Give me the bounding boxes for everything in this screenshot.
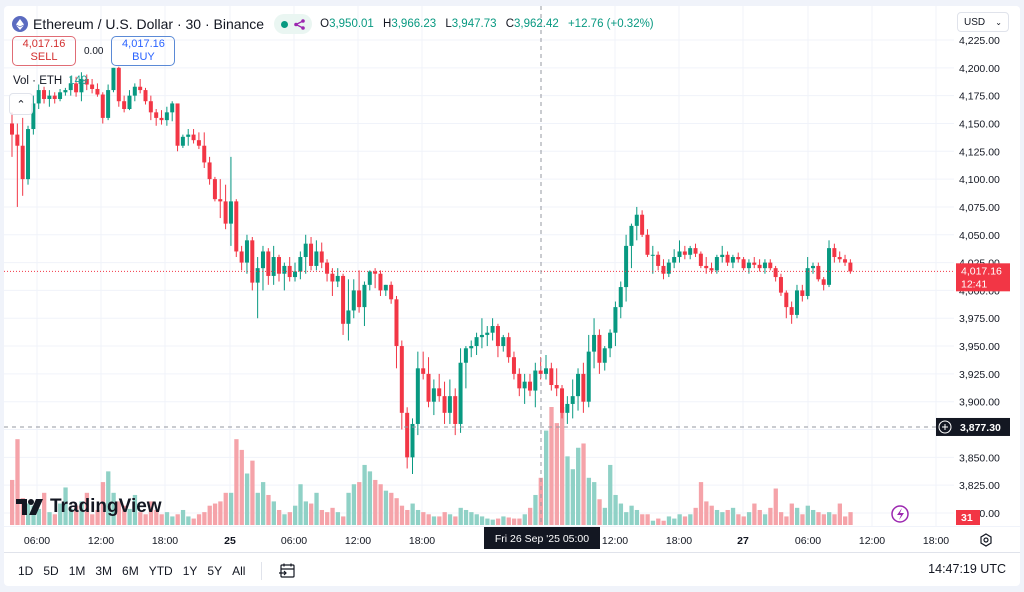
volume-badge: 31 [956,510,980,525]
svg-text:06:00: 06:00 [24,535,50,547]
buy-label: BUY [132,51,155,63]
change-value: +12.76 (+0.32%) [567,18,654,30]
svg-text:06:00: 06:00 [281,535,307,547]
open-value: 3,950.01 [329,18,374,30]
svg-text:4,225.00: 4,225.00 [959,35,1000,47]
ethereum-icon [12,16,28,32]
svg-text:4,200.00: 4,200.00 [959,63,1000,75]
ohlc-values: O3,950.01 H3,966.23 L3,947.73 C3,962.42 … [320,18,660,30]
svg-text:3,850.00: 3,850.00 [959,452,1000,464]
svg-text:Fri 26 Sep '25 05:00: Fri 26 Sep '25 05:00 [495,533,589,545]
svg-text:12:00: 12:00 [345,535,371,547]
symbol-title[interactable]: Ethereum / U.S. Dollar · 30 · Binance [33,16,265,32]
svg-text:18:00: 18:00 [409,535,435,547]
candlestick-chart[interactable] [4,6,954,526]
market-status-pill[interactable] [274,14,313,34]
close-value: 3,962.42 [514,18,559,30]
currency-label: USD [964,16,986,28]
svg-text:3,900.00: 3,900.00 [959,397,1000,409]
svg-text:25: 25 [224,535,236,547]
svg-text:3,975.00: 3,975.00 [959,313,1000,325]
settings-gear-icon[interactable] [979,533,993,547]
chart-window: Ethereum / U.S. Dollar · 30 · Binance O3… [4,6,1020,586]
buy-price: 4,017.16 [122,38,165,50]
crosshair-price-label: 3,877.30 [954,417,1010,436]
time-axis[interactable]: 06:00 12:00 18:00 25 06:00 12:00 18:00 12:00 18:… [4,526,1020,553]
svg-text:31: 31 [961,512,973,524]
svg-text:4,150.00: 4,150.00 [959,118,1000,130]
range-3m[interactable]: 3M [95,564,113,578]
go-to-date-calendar-icon[interactable] [278,562,296,580]
crosshair-time-label: Fri 26 Sep '25 05:00 [484,527,600,549]
volume-legend[interactable]: Vol · ETH 149 [13,75,87,87]
tradingview-logo[interactable]: TradingView [16,496,162,518]
tradingview-logo-icon [16,499,43,515]
svg-text:18:00: 18:00 [152,535,178,547]
svg-text:12:00: 12:00 [602,535,628,547]
right-panel-edge [1020,0,1024,592]
svg-text:27: 27 [737,535,749,547]
high-label: H [383,18,392,30]
date-range-selector: 1D 5D 1M 3M 6M YTD 1Y 5Y All [18,562,296,580]
volume-label: Vol · ETH [13,75,63,87]
range-5y[interactable]: 5Y [207,564,223,578]
logo-text: TradingView [50,496,162,517]
range-1m[interactable]: 1M [68,564,86,578]
add-alert-plus-icon[interactable] [936,417,954,436]
divider [261,562,263,580]
market-open-dot-icon [281,20,289,28]
high-value: 3,966.23 [391,18,437,30]
chevron-up-icon: ⌃ [16,98,26,111]
symbol-legend: Ethereum / U.S. Dollar · 30 · Binance O3… [12,14,660,34]
close-label: C [505,18,514,30]
svg-text:4,050.00: 4,050.00 [959,230,1000,242]
range-1y[interactable]: 1Y [182,564,198,578]
svg-text:18:00: 18:00 [666,535,692,547]
sell-price: 4,017.16 [22,38,66,50]
svg-text:4,175.00: 4,175.00 [959,91,1000,103]
chevron-down-icon: ⌄ [995,17,1002,27]
svg-text:4,125.00: 4,125.00 [959,146,1000,158]
bottom-toolbar: 1D 5D 1M 3M 6M YTD 1Y 5Y All 14:47:19 UT… [4,552,1020,586]
sell-button[interactable]: 4,017.16 SELL [12,36,76,66]
lightning-bolt-icon[interactable] [891,505,909,523]
range-all[interactable]: All [232,564,246,578]
spread-value: 0.00 [84,45,104,57]
svg-text:3,877.30: 3,877.30 [960,422,1001,434]
trade-buttons: 4,017.16 SELL 0.00 4,017.16 BUY [12,36,176,66]
svg-text:18:00: 18:00 [923,535,949,547]
range-ytd[interactable]: YTD [148,564,173,578]
svg-text:06:00: 06:00 [795,535,821,547]
svg-text:3,925.00: 3,925.00 [959,369,1000,381]
svg-text:3,950.00: 3,950.00 [959,341,1000,353]
svg-text:4,100.00: 4,100.00 [959,174,1000,186]
svg-text:4,017.16: 4,017.16 [961,265,1002,277]
utc-clock[interactable]: 14:47:19 UTC [928,562,1006,576]
volume-value: 149 [68,75,88,87]
open-label: O [320,18,330,30]
svg-text:12:00: 12:00 [859,535,885,547]
range-1d[interactable]: 1D [18,564,34,578]
range-6m[interactable]: 6M [122,564,139,578]
price-axis[interactable]: 4,225.00 4,200.00 4,175.00 4,150.00 4,125.00… [954,6,1020,526]
low-label: L [445,18,452,30]
range-5d[interactable]: 5D [43,564,59,578]
collapse-legend-button[interactable]: ⌃ [9,93,33,115]
svg-text:12:00: 12:00 [88,535,114,547]
currency-selector[interactable]: USD ⌄ [957,12,1009,32]
share-icon [294,18,305,30]
low-value: 3,947.73 [451,18,497,30]
buy-button[interactable]: 4,017.16 BUY [111,36,176,66]
svg-text:3,825.00: 3,825.00 [959,480,1000,492]
svg-text:12:41: 12:41 [961,278,987,290]
chart-pane[interactable]: Ethereum / U.S. Dollar · 30 · Binance O3… [4,6,954,526]
svg-text:4,075.00: 4,075.00 [959,202,1000,214]
sell-label: SELL [30,51,58,63]
